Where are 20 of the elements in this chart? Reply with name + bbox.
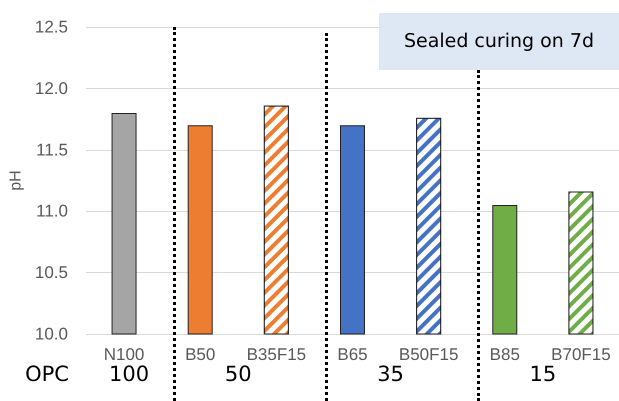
x-tick-label: B65 bbox=[337, 345, 368, 364]
x-tick-label: B35F15 bbox=[246, 345, 306, 364]
y-tick-label: 12.5 bbox=[34, 18, 68, 36]
y-tick-label: 10.0 bbox=[34, 324, 68, 344]
y-tick-label: 11.5 bbox=[36, 140, 68, 160]
x-tick-label: B50F15 bbox=[398, 345, 458, 364]
y-tick-label: 12.0 bbox=[34, 78, 68, 98]
text: 35 bbox=[377, 362, 404, 386]
x-tick-label: B70F15 bbox=[551, 345, 611, 364]
text: OPC bbox=[25, 362, 69, 386]
chart-title: Sealed curing on 7d bbox=[379, 13, 619, 70]
text: 50 bbox=[224, 362, 252, 386]
x-tick-label: B85 bbox=[490, 345, 520, 364]
y-tick-label: 10.5 bbox=[34, 263, 68, 282]
x-tick-label: B50 bbox=[185, 345, 216, 364]
y-axis-title: pH bbox=[8, 170, 24, 191]
y-tick-label: 11.0 bbox=[36, 202, 68, 221]
text: 100 bbox=[109, 362, 150, 386]
x-tick-label: N100 bbox=[104, 345, 144, 364]
text: 15 bbox=[529, 362, 556, 386]
